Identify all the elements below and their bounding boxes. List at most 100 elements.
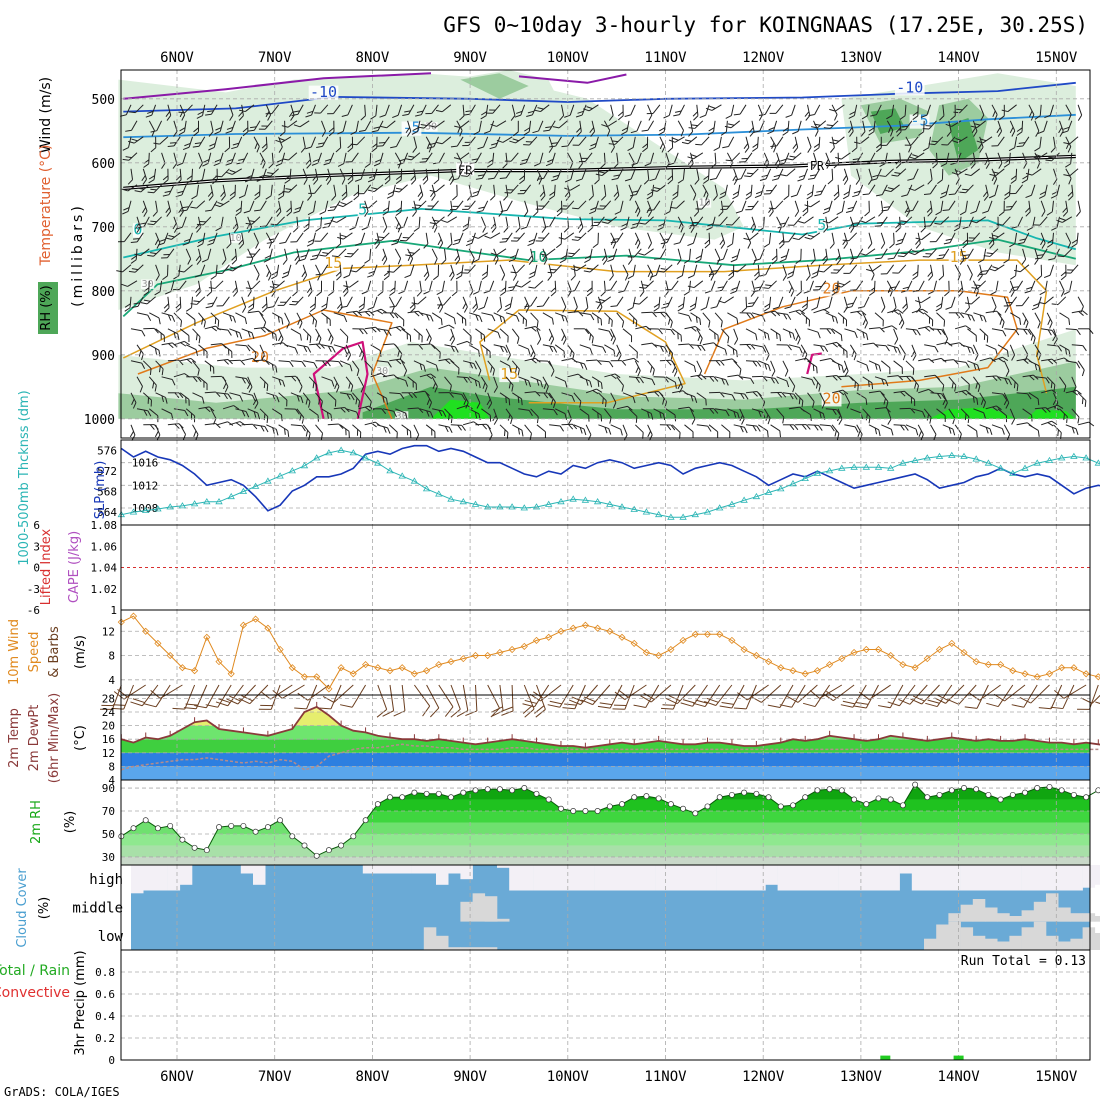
wind-barb-staff [965, 184, 974, 194]
wind-barb-feather [990, 291, 997, 296]
wind-barb-feather [531, 358, 537, 364]
wind-barb-staff [732, 232, 735, 244]
wind-barb-feather [810, 259, 816, 265]
wind-barb [246, 248, 261, 258]
wind-barb-staff [828, 216, 839, 224]
wind-barb-feather [165, 111, 171, 118]
wind-barb-feather [380, 125, 387, 129]
wind-barb-feather [364, 163, 371, 168]
wind-barb-staff [584, 152, 593, 162]
wind-barb-feather [874, 225, 882, 227]
wind-barb [323, 152, 335, 166]
wind-barb-staff [991, 328, 1003, 332]
wind-barb [555, 312, 569, 323]
wind-barb-feather [1076, 329, 1081, 336]
wind-barb-feather [235, 207, 242, 212]
wind-barb-feather [841, 365, 844, 372]
wind-barb-staff [856, 216, 864, 227]
wind-barb [319, 200, 329, 215]
wind-barb-feather [722, 146, 729, 149]
wind-barb [1010, 168, 1018, 184]
wind-barb-feather [552, 174, 560, 178]
wind-barb-feather [567, 290, 572, 297]
wind-barb [951, 136, 968, 144]
wind-barb [1077, 360, 1085, 377]
wind-barb [462, 216, 470, 232]
wind-barb [837, 344, 848, 358]
wind-barb-feather [809, 174, 817, 177]
wind-barb-staff [763, 216, 765, 228]
wind-barb [561, 296, 567, 313]
wind-barb-feather [322, 360, 327, 367]
wind-barb-staff [597, 216, 605, 226]
wind-barb-staff [604, 312, 613, 321]
wind-barb-feather [358, 307, 365, 312]
wind-barb-staff [647, 168, 650, 180]
wind-barb [548, 360, 555, 377]
wind-barb-feather [377, 310, 383, 315]
wind-barb-staff [770, 136, 777, 147]
wind-barb-staff [594, 136, 599, 148]
wind-barb [690, 184, 697, 201]
wind-barb [350, 120, 359, 136]
wind-barb-staff [505, 312, 517, 317]
wind-barb-feather [162, 275, 168, 281]
wind-barb-feather [551, 178, 558, 182]
wind-barb [862, 342, 879, 348]
wind-barb-feather [266, 241, 274, 244]
wind-barb-staff [379, 152, 384, 164]
wind-barb-feather [1049, 322, 1053, 329]
wind-barb-staff [259, 312, 267, 323]
wind-barb-feather [375, 239, 382, 241]
wind-barb-staff [536, 328, 542, 340]
wind-barb-staff [971, 296, 981, 305]
wind-barb-staff [312, 232, 316, 244]
wind-barb [335, 136, 342, 153]
wind-barb [130, 360, 146, 369]
wind-barb-feather [472, 303, 478, 309]
wind-barb-feather [739, 369, 742, 376]
wind-barb-staff [819, 358, 831, 362]
wind-barb-feather [627, 147, 634, 152]
wind-barb [878, 200, 884, 217]
wind-barb-staff [474, 360, 482, 371]
wind-barb-feather [375, 326, 381, 332]
wind-barb-feather [635, 366, 639, 374]
wind-barb [743, 136, 750, 153]
wind-barb [441, 216, 458, 223]
wind-barb-feather [412, 127, 419, 131]
wind-barb-staff [794, 136, 799, 148]
wind-barb-staff [807, 264, 811, 276]
wind-barb-staff [431, 312, 442, 320]
wind-barb-feather [766, 189, 773, 192]
wind-barb-feather [937, 329, 942, 335]
wind-barb-staff [370, 372, 382, 378]
wind-barb [1075, 200, 1081, 217]
wind-barb-staff [419, 343, 431, 346]
wind-barb-staff [272, 232, 280, 243]
wind-barb-feather [979, 273, 987, 276]
wind-barb-feather [899, 115, 906, 120]
wind-barb [536, 296, 550, 308]
wind-barb-staff [278, 328, 284, 340]
wind-barb [720, 200, 735, 210]
wind-barb-feather [439, 306, 444, 313]
wind-barb [263, 248, 273, 263]
wind-barb-feather [965, 307, 970, 313]
wind-barb-feather [977, 259, 985, 264]
wind-barb-feather [163, 335, 165, 342]
wind-barb-feather [709, 105, 716, 109]
wind-barb [899, 344, 906, 361]
wind-barb [315, 264, 321, 281]
wind-barb-staff [489, 120, 495, 132]
wind-barb [305, 152, 312, 169]
wind-barb-staff [478, 232, 488, 239]
wind-barb-staff [542, 312, 553, 319]
wind-barb-feather [356, 369, 360, 376]
wind-barb [433, 168, 440, 185]
wind-barb-staff [1039, 216, 1048, 226]
wind-barb-feather [426, 374, 433, 380]
wind-barb-feather [895, 163, 902, 169]
wind-barb-feather [941, 329, 946, 336]
wind-barb-feather [347, 175, 353, 181]
